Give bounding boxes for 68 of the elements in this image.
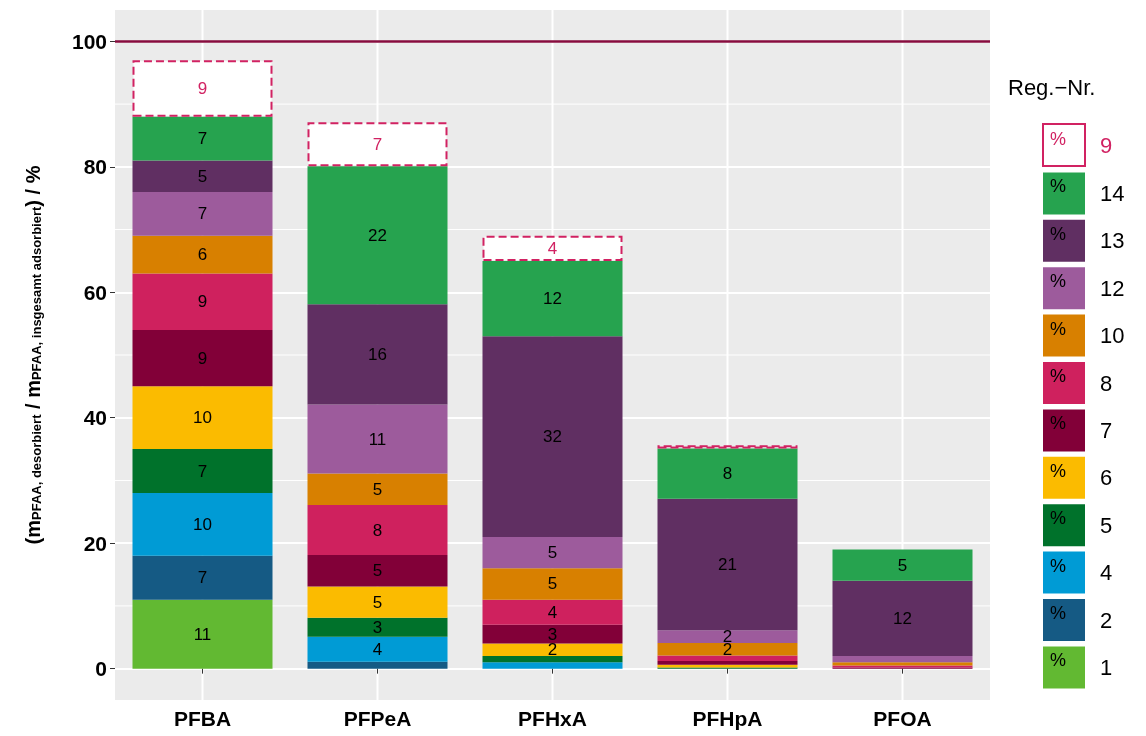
legend-label: 14 bbox=[1100, 180, 1125, 206]
data-label: 7 bbox=[372, 134, 383, 154]
legend-label: 4 bbox=[1100, 560, 1113, 586]
data-label: 5 bbox=[547, 543, 558, 563]
text: % bbox=[1049, 555, 1067, 576]
text: % bbox=[1049, 508, 1067, 529]
data-label: 21 bbox=[718, 555, 737, 575]
y-tick-label: 100 bbox=[71, 29, 107, 53]
data-label: 7 bbox=[197, 461, 208, 481]
data-label: 7 bbox=[197, 129, 208, 149]
data-label: 5 bbox=[897, 555, 908, 575]
data-label: 12 bbox=[543, 289, 562, 309]
data-label: 16 bbox=[368, 344, 387, 364]
legend-title: Reg.−Nr. bbox=[1008, 74, 1096, 100]
legend-label: 7 bbox=[1100, 417, 1113, 443]
data-label: 9 bbox=[197, 348, 208, 368]
y-tick-label: 0 bbox=[95, 657, 107, 681]
text: % bbox=[1049, 650, 1067, 671]
legend-label: 2 bbox=[1100, 607, 1113, 633]
data-label: 10 bbox=[193, 514, 212, 534]
x-tick-label: PFBA bbox=[173, 707, 232, 730]
x-tick-label: PFHpA bbox=[692, 707, 763, 730]
y-tick-label: 60 bbox=[83, 280, 107, 304]
data-label: 7 bbox=[197, 568, 208, 588]
text: % bbox=[1049, 176, 1067, 197]
data-label: 11 bbox=[368, 429, 387, 449]
legend-label: 10 bbox=[1100, 323, 1125, 349]
legend-label: 6 bbox=[1100, 465, 1113, 491]
text: % bbox=[1049, 271, 1067, 292]
data-label: 5 bbox=[547, 574, 558, 594]
y-tick-label: 20 bbox=[83, 531, 107, 555]
text: % bbox=[1049, 129, 1067, 149]
text: % bbox=[1049, 413, 1067, 434]
legend-label: 9 bbox=[1100, 132, 1113, 158]
data-label: 7 bbox=[197, 204, 208, 224]
data-label: 3 bbox=[372, 617, 383, 637]
text: % bbox=[1049, 223, 1067, 244]
data-label: 4 bbox=[547, 238, 558, 258]
data-label: 9 bbox=[197, 292, 208, 312]
legend-label: 8 bbox=[1100, 370, 1113, 396]
data-label: 8 bbox=[722, 464, 733, 484]
text: % bbox=[1049, 603, 1067, 623]
data-label: 5 bbox=[197, 166, 208, 186]
x-tick-label: PFPeA bbox=[343, 707, 412, 730]
data-label: 9 bbox=[197, 78, 208, 98]
data-label: 22 bbox=[368, 225, 387, 245]
x-tick-label: PFHxA bbox=[518, 707, 587, 730]
legend-label: 1 bbox=[1100, 654, 1113, 680]
data-label: 11 bbox=[193, 624, 212, 644]
data-label: 10 bbox=[193, 408, 212, 428]
legend-label: 5 bbox=[1100, 512, 1113, 538]
text: % bbox=[1049, 460, 1067, 481]
x-tick-label: PFOA bbox=[873, 707, 932, 730]
data-label: 5 bbox=[372, 479, 383, 499]
data-label: 8 bbox=[372, 520, 383, 540]
data-label: 5 bbox=[372, 592, 383, 612]
data-label: 4 bbox=[372, 639, 383, 659]
text: % bbox=[1049, 318, 1067, 339]
legend-label: 13 bbox=[1100, 228, 1125, 254]
legend-label: 12 bbox=[1100, 275, 1125, 301]
y-tick-label: 80 bbox=[83, 155, 107, 179]
data-label: 6 bbox=[197, 245, 208, 265]
data-label: 5 bbox=[372, 561, 383, 581]
data-label: 32 bbox=[543, 427, 562, 447]
data-label: 4 bbox=[547, 602, 558, 622]
text: % bbox=[1049, 366, 1067, 386]
y-tick-label: 40 bbox=[83, 406, 107, 430]
data-label: 12 bbox=[893, 608, 912, 628]
